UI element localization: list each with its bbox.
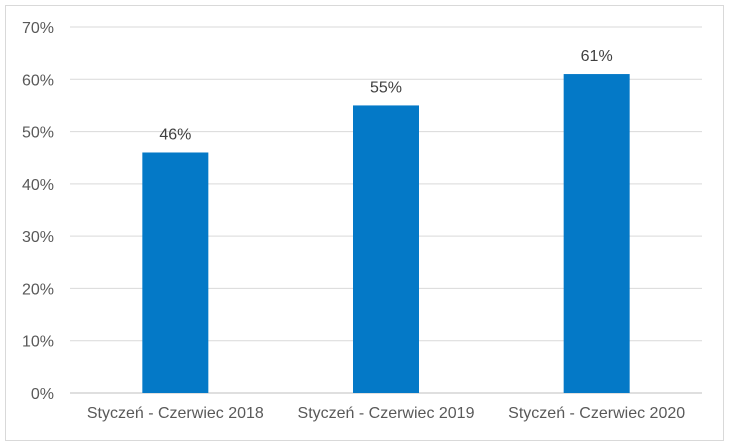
x-tick-label: Styczeń - Czerwiec 2020	[508, 405, 685, 422]
y-tick-label: 60%	[22, 72, 54, 89]
y-tick-label: 10%	[22, 334, 54, 351]
y-tick-label: 30%	[22, 229, 54, 246]
y-tick-label: 0%	[31, 386, 54, 403]
data-label: 46%	[159, 126, 191, 143]
x-tick-label: Styczeń - Czerwiec 2019	[298, 405, 475, 422]
data-label: 61%	[581, 48, 613, 65]
bar	[353, 105, 419, 393]
y-tick-label: 40%	[22, 177, 54, 194]
y-tick-label: 70%	[22, 20, 54, 37]
data-label: 55%	[370, 79, 402, 96]
bar	[142, 152, 209, 393]
x-tick-label: Styczeń - Czerwiec 2018	[87, 405, 264, 422]
y-tick-label: 20%	[22, 281, 54, 298]
y-tick-label: 50%	[22, 125, 54, 142]
bar	[563, 74, 630, 394]
